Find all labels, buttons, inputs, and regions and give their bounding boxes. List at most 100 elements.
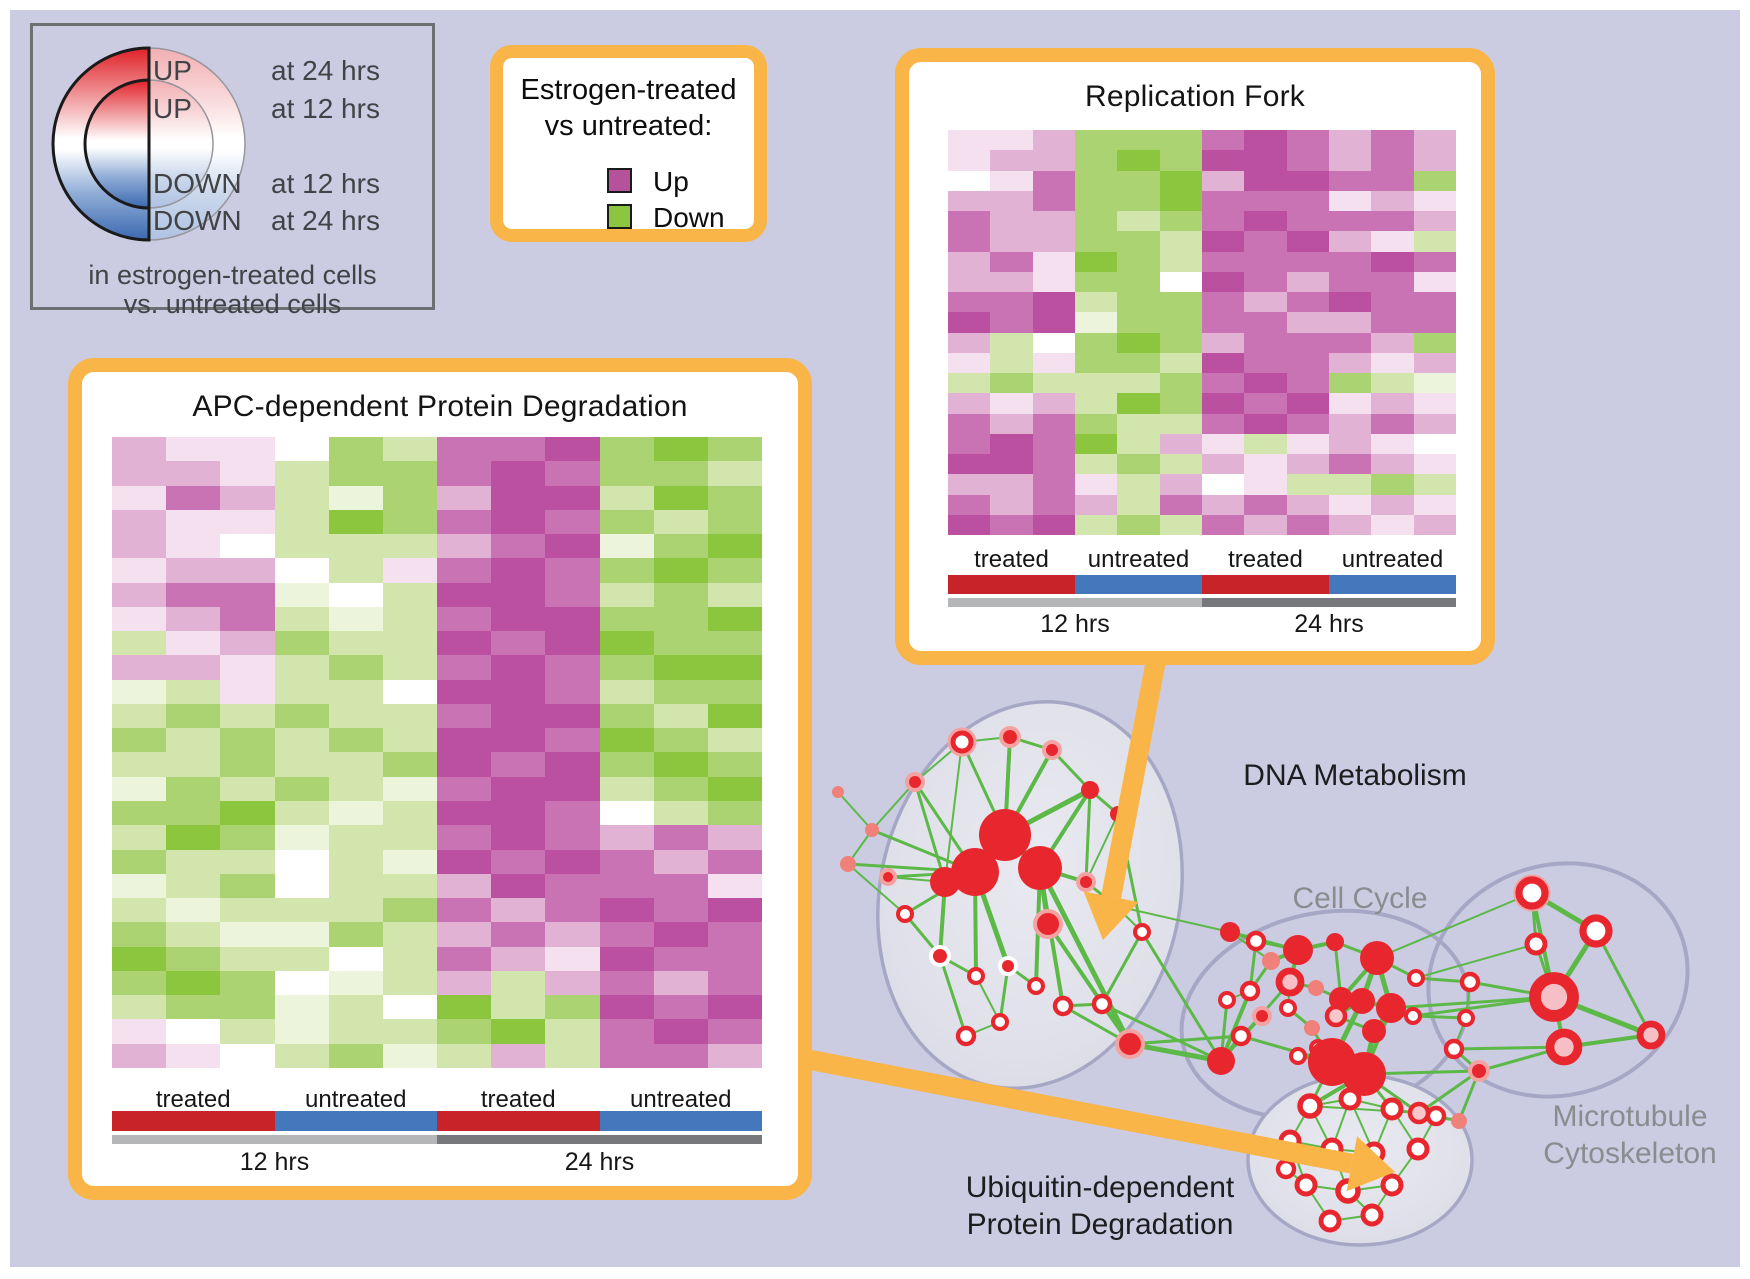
heatmap-cell (437, 970, 492, 996)
heatmap-cell (707, 437, 763, 462)
heatmap-row (112, 679, 763, 704)
network-node (1360, 1203, 1384, 1227)
network-node (1529, 972, 1579, 1022)
heatmap-cell (382, 849, 438, 874)
network-edge (1415, 943, 1537, 979)
network-node (1425, 1105, 1447, 1127)
heatmap-cell (220, 582, 275, 607)
cluster-label-cell-cycle: Cell Cycle (1292, 882, 1428, 915)
network-node (1018, 846, 1062, 890)
updown-legend-title-line1: Estrogen-treated (520, 74, 737, 106)
heatmap-cell (1413, 474, 1456, 495)
heatmap-cell (274, 873, 329, 899)
heatmap-cell (274, 849, 329, 874)
heatmap-cell (1159, 332, 1202, 353)
network-node (1304, 1020, 1320, 1036)
network-node (1380, 1173, 1404, 1197)
replication-fork-title: Replication Fork (1085, 80, 1305, 113)
scale-row-down-24: DOWN at 24 hrs (153, 205, 380, 237)
heatmap-cell (437, 582, 492, 607)
network-edge (944, 741, 963, 883)
network-node (1081, 781, 1099, 799)
rf-group-label: untreated (1087, 546, 1190, 573)
heatmap-cell (382, 873, 438, 899)
updown-scale-circles (51, 46, 246, 242)
heatmap-cell (1371, 312, 1414, 333)
heatmap-cell (545, 995, 600, 1020)
heatmap-cell (1286, 474, 1329, 495)
heatmap-cell (1413, 332, 1456, 353)
scale-time: at 24 hrs (271, 205, 380, 236)
heatmap-cell (220, 752, 275, 777)
rf-time-label-12: 12 hrs (1040, 610, 1110, 638)
heatmap-cell (1117, 150, 1160, 171)
heatmap-cell (599, 461, 654, 486)
heatmap-cell (707, 995, 763, 1020)
heatmap-cell (1244, 433, 1287, 454)
heatmap-cell (1159, 211, 1202, 232)
heatmap-cell (1244, 211, 1287, 232)
heatmap-cell (328, 995, 383, 1020)
scale-direction: UP (153, 55, 192, 86)
heatmap-cell (599, 946, 654, 971)
network-node (950, 730, 974, 754)
heatmap-cell (1159, 474, 1202, 495)
heatmap-cell (1032, 454, 1075, 475)
heatmap-cell (599, 752, 654, 777)
heatmap-cell (1371, 150, 1414, 171)
heatmap-cell (382, 922, 438, 947)
heatmap-cell (1201, 373, 1245, 394)
heatmap-cell (707, 752, 763, 777)
heatmap-cell (707, 922, 763, 947)
heatmap-cell (1286, 170, 1329, 191)
heatmap-cell (1286, 413, 1329, 434)
apc-group-labels: treated untreated treated untreated (112, 1086, 762, 1114)
heatmap-cell (1328, 433, 1372, 454)
heatmap-cell (1286, 393, 1329, 414)
untreated-bar (274, 1111, 437, 1131)
heatmap-cell (545, 1019, 600, 1044)
heatmap-cell (274, 776, 329, 801)
heatmap-cell (707, 1043, 763, 1068)
heatmap-cell (1032, 130, 1075, 151)
heatmap-cell (1413, 271, 1456, 292)
heatmap-cell (1286, 312, 1329, 333)
heatmap-cell (545, 1043, 600, 1068)
heatmap-cell (491, 849, 546, 874)
heatmap-cell (1286, 211, 1329, 232)
heatmap-cell (166, 873, 221, 899)
heatmap-cell (653, 825, 708, 850)
network-node (1451, 1113, 1467, 1129)
heatmap-cell (599, 655, 654, 680)
heatmap-cell (1413, 211, 1456, 232)
heatmap-cell (328, 873, 383, 899)
heatmap-cell (545, 873, 600, 899)
network-node (1545, 1028, 1583, 1066)
heatmap-cell (990, 433, 1033, 454)
heatmap-cell (1032, 413, 1075, 434)
heatmap-cell (1074, 251, 1118, 272)
rf-group-labels: treated untreated treated untreated (948, 546, 1456, 574)
heatmap-cell (707, 946, 763, 971)
heatmap-cell (990, 352, 1033, 373)
untreated-bar (599, 1111, 762, 1131)
heatmap-cell (653, 728, 708, 753)
heatmap-cell (1371, 494, 1414, 515)
heatmap-cell (1159, 170, 1202, 191)
heatmap-cell (990, 271, 1033, 292)
heatmap-cell (1032, 231, 1075, 252)
heatmap-cell (166, 461, 221, 486)
heatmap-cell (1201, 292, 1245, 313)
heatmap-cell (382, 582, 438, 607)
rf-time-label-24: 24 hrs (1294, 610, 1364, 638)
heatmap-cell (1074, 352, 1118, 373)
heatmap-cell (220, 995, 275, 1020)
heatmap-cell (653, 946, 708, 971)
heatmap-cell (382, 606, 438, 632)
heatmap-cell (1328, 231, 1372, 252)
network-node (879, 868, 897, 886)
heatmap-cell (437, 1043, 492, 1068)
network-edge (1129, 1041, 1222, 1064)
heatmap-cell (274, 752, 329, 777)
